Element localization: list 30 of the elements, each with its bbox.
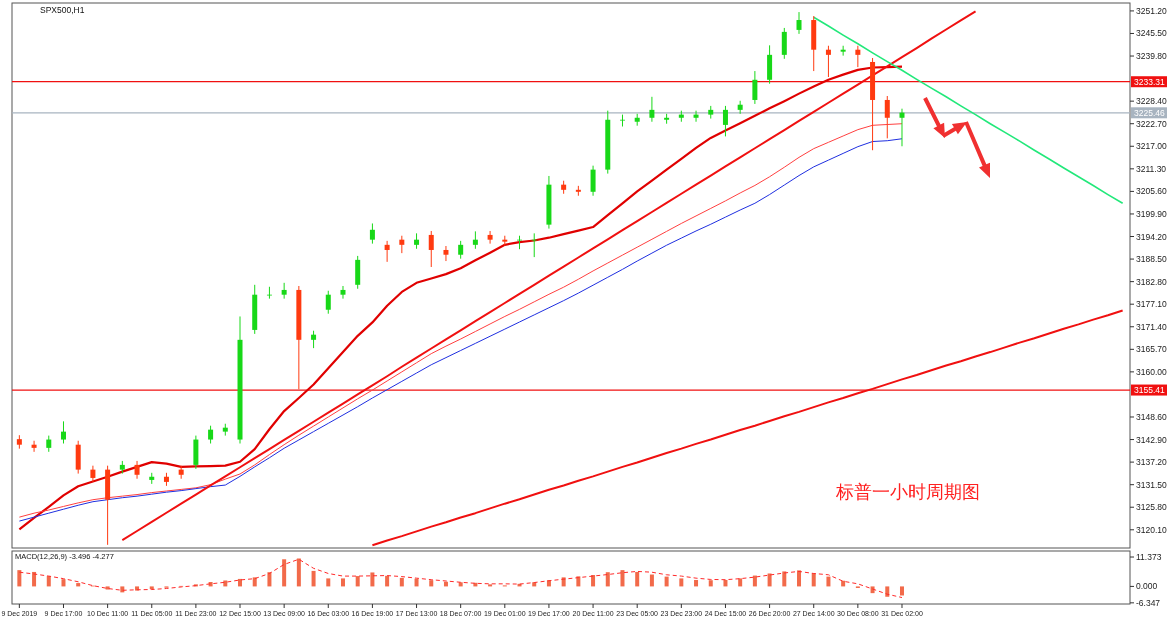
y-tick-label: 3194.20 — [1136, 231, 1167, 242]
y-tick-label: 3171.40 — [1136, 321, 1167, 332]
y-tick-label: 3239.80 — [1136, 51, 1167, 62]
ref-line-label: 3233.31 — [1134, 76, 1165, 87]
y-tick-label: 3228.40 — [1136, 96, 1167, 107]
y-tick-label: 3137.20 — [1136, 457, 1167, 468]
y-tick-label: 3205.60 — [1136, 186, 1167, 197]
y-tick-label: 3217.00 — [1136, 141, 1167, 152]
chart-title: SPX500,H1 — [40, 5, 85, 15]
y-tick-label: 0.000 — [1136, 581, 1158, 592]
annotation: 标普一小时周期图 — [835, 482, 980, 502]
ref-line-label: 3225.46 — [1134, 107, 1165, 118]
y-tick-label: 3211.30 — [1136, 163, 1167, 174]
y-tick-label: 3125.80 — [1136, 502, 1167, 513]
y-tick-label: -6.347 — [1136, 597, 1161, 608]
y-tick-label: 3182.80 — [1136, 276, 1167, 287]
y-tick-label: 3188.50 — [1136, 254, 1167, 265]
y-tick-label: 3165.70 — [1136, 344, 1167, 355]
y-tick-label: 3251.20 — [1136, 5, 1167, 16]
y-tick-label: 3245.50 — [1136, 28, 1167, 39]
y-tick-label: 3120.10 — [1136, 524, 1167, 535]
y-tick-label: 3148.60 — [1136, 411, 1167, 422]
y-tick-label: 3222.70 — [1136, 118, 1167, 129]
y-tick-label: 3177.10 — [1136, 299, 1167, 310]
ref-line-label: 3155.41 — [1134, 385, 1165, 396]
y-tick-label: 3142.90 — [1136, 434, 1167, 445]
y-tick-label: 3199.90 — [1136, 208, 1167, 219]
y-tick-label: 3131.50 — [1136, 479, 1167, 490]
y-tick-label: 11.373 — [1136, 552, 1162, 563]
y-tick-label: 3160.00 — [1136, 366, 1167, 377]
